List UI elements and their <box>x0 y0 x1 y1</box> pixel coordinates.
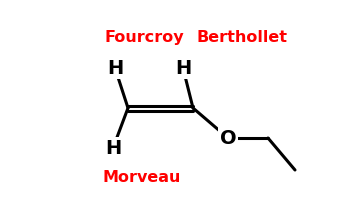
Text: O: O <box>220 129 236 148</box>
Text: Fourcroy: Fourcroy <box>105 30 185 45</box>
Text: H: H <box>105 138 121 157</box>
Text: Morveau: Morveau <box>103 170 181 185</box>
Text: Berthollet: Berthollet <box>196 30 287 45</box>
Text: H: H <box>107 59 123 78</box>
Text: H: H <box>175 59 191 78</box>
